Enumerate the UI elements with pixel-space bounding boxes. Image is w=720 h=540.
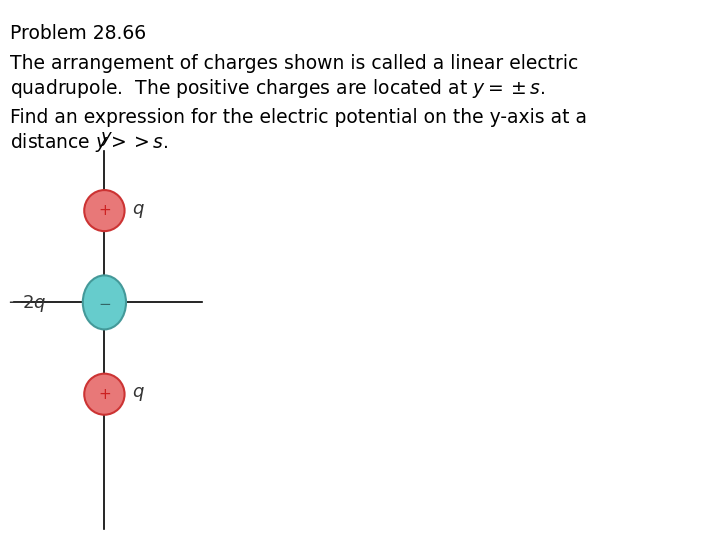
Ellipse shape [84,374,125,415]
Text: Problem 28.66: Problem 28.66 [10,24,146,43]
Text: $+$: $+$ [98,203,111,218]
Text: quadrupole.  The positive charges are located at $y=\pm s$.: quadrupole. The positive charges are loc… [10,77,545,100]
Text: $q$: $q$ [132,385,145,403]
Text: The arrangement of charges shown is called a linear electric: The arrangement of charges shown is call… [10,54,578,73]
Text: $y$: $y$ [100,131,113,149]
Text: distance $y>> s$.: distance $y>> s$. [10,131,168,154]
Text: $+$: $+$ [98,387,111,402]
Text: Find an expression for the electric potential on the y-axis at a: Find an expression for the electric pote… [10,108,587,127]
Text: $q$: $q$ [132,201,145,220]
Text: $-2q$: $-2q$ [7,293,47,314]
Text: $-$: $-$ [98,295,111,310]
Ellipse shape [84,190,125,231]
Ellipse shape [83,275,126,329]
